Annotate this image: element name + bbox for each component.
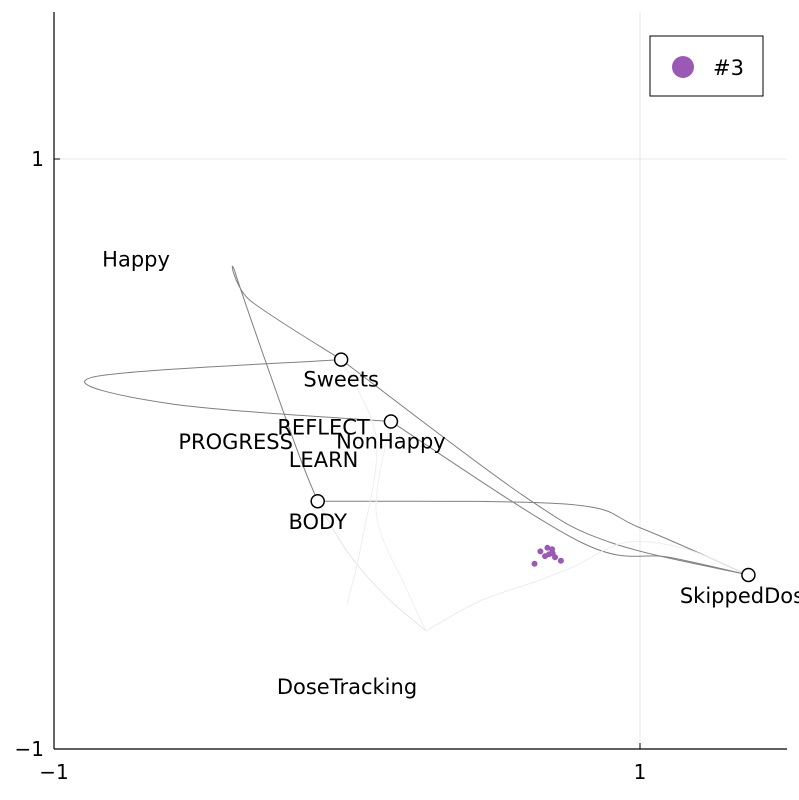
node-label: PROGRESS [178,430,293,454]
edge [375,421,427,632]
edge [317,500,427,632]
edge [231,265,342,502]
point-layer [531,544,564,567]
data-point [557,557,564,564]
data-point [544,544,551,551]
node-label: SkippedDose [680,584,799,608]
axes [53,12,787,750]
node-label: DoseTracking [277,675,417,699]
legend-box [649,35,764,97]
grid [54,12,787,749]
edge [425,565,576,632]
node-label: LEARN [289,448,359,472]
data-point [531,560,538,567]
legend: #3 [649,35,764,97]
edge-layer [84,265,749,632]
legend-label: #3 [713,56,744,80]
data-point [542,553,549,560]
legend-marker [672,56,694,78]
node-label: Sweets [303,368,379,392]
node-label: REFLECT [277,415,370,439]
node-marker [741,567,756,583]
x-tick-label: −1 [39,760,68,784]
edge [340,359,749,576]
node-marker [383,414,399,429]
edge [317,500,749,576]
node-marker [310,493,325,509]
edge [340,359,378,605]
data-point [552,554,559,561]
tick-layer: −1 1 −1 1 [15,147,647,784]
node-label: BODY [288,510,347,534]
node-marker [333,352,349,367]
edge [575,540,749,576]
y-tick-label: −1 [15,737,44,761]
y-tick-label: 1 [31,147,44,171]
x-tick-label: 1 [634,760,647,784]
edge [390,421,749,576]
node-label: NonHappy [336,430,446,454]
edge [84,359,391,423]
data-point [537,548,544,555]
node-label: Happy [102,247,170,271]
